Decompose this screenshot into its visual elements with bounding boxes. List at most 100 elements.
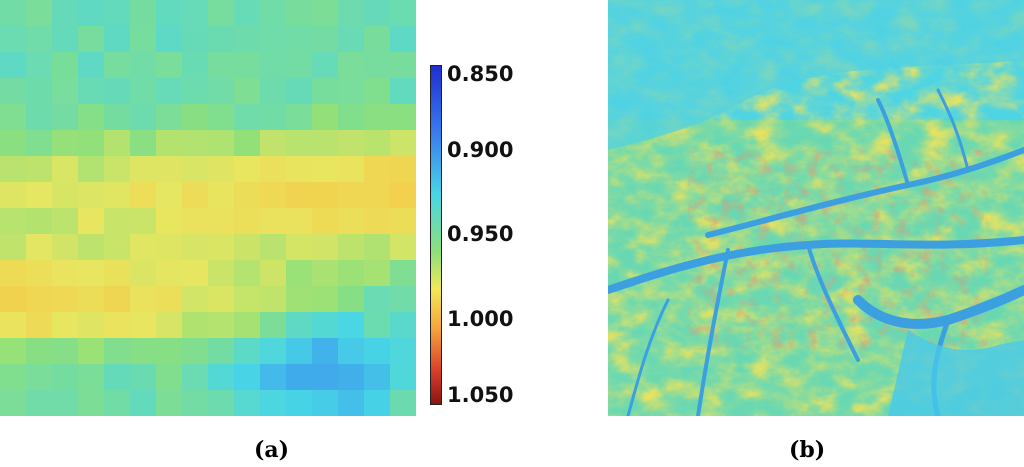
grid-cell <box>130 52 157 79</box>
grid-cell <box>52 234 79 261</box>
grid-cell <box>182 78 209 105</box>
grid-cell <box>156 208 183 235</box>
grid-cell <box>26 0 53 27</box>
grid-cell <box>390 390 416 416</box>
grid-cell <box>286 260 313 287</box>
grid-cell <box>286 0 313 27</box>
grid-cell <box>338 52 365 79</box>
grid-cell <box>26 312 53 339</box>
grid-cell <box>156 338 183 365</box>
grid-cell <box>390 286 416 313</box>
grid-cell <box>52 260 79 287</box>
grid-cell <box>26 26 53 53</box>
grid-cell <box>390 312 416 339</box>
grid-cell <box>286 338 313 365</box>
grid-cell <box>104 338 131 365</box>
grid-cell <box>312 364 339 391</box>
grid-cell <box>234 104 261 131</box>
grid-cell <box>234 0 261 27</box>
grid-cell <box>182 208 209 235</box>
grid-cell <box>260 312 287 339</box>
grid-cell <box>78 182 105 209</box>
grid-cell <box>104 26 131 53</box>
grid-cell <box>104 156 131 183</box>
grid-cell <box>130 286 157 313</box>
grid-cell <box>182 156 209 183</box>
grid-cell <box>182 104 209 131</box>
grid-cell <box>182 312 209 339</box>
grid-cell <box>312 182 339 209</box>
grid-cell <box>312 260 339 287</box>
grid-cell <box>390 182 416 209</box>
grid-cell <box>52 182 79 209</box>
grid-cell <box>286 390 313 416</box>
colorbar-tick-0: 0.850 <box>447 62 514 86</box>
grid-cell <box>130 0 157 27</box>
grid-cell <box>26 130 53 157</box>
grid-cell <box>156 390 183 416</box>
grid-cell <box>260 364 287 391</box>
grid-cell <box>286 182 313 209</box>
grid-cell <box>0 260 27 287</box>
grid-cell <box>0 312 27 339</box>
colorbar-tick-3: 1.000 <box>447 307 514 331</box>
grid-cell <box>0 364 27 391</box>
grid-cell <box>26 104 53 131</box>
grid-cell <box>156 364 183 391</box>
grid-cell <box>234 364 261 391</box>
grid-cell <box>182 286 209 313</box>
grid-cell <box>156 26 183 53</box>
detailed-terrain-panel <box>608 0 1024 416</box>
grid-cell <box>338 234 365 261</box>
grid-cell <box>52 0 79 27</box>
colorbar-tick-1: 0.900 <box>447 138 514 162</box>
grid-cell <box>78 364 105 391</box>
grid-cell <box>182 390 209 416</box>
grid-cell <box>182 338 209 365</box>
grid-cell <box>130 338 157 365</box>
grid-cell <box>208 182 235 209</box>
grid-cell <box>52 52 79 79</box>
grid-cell <box>104 182 131 209</box>
grid-cell <box>0 26 27 53</box>
grid-cell <box>78 78 105 105</box>
grid-cell <box>286 78 313 105</box>
grid-cell <box>78 390 105 416</box>
grid-cell <box>260 234 287 261</box>
grid-cell <box>130 130 157 157</box>
grid-cell <box>286 104 313 131</box>
grid-cell <box>260 52 287 79</box>
grid-cell <box>286 364 313 391</box>
grid-cell <box>0 130 27 157</box>
grid-cell <box>156 182 183 209</box>
grid-cell <box>130 260 157 287</box>
grid-cell <box>312 208 339 235</box>
grid-cell <box>26 234 53 261</box>
grid-cell <box>234 312 261 339</box>
grid-cell <box>234 338 261 365</box>
grid-cell <box>78 156 105 183</box>
grid-cell <box>364 104 391 131</box>
grid-cell <box>104 78 131 105</box>
grid-cell <box>104 52 131 79</box>
grid-cell <box>0 182 27 209</box>
grid-cell <box>312 286 339 313</box>
grid-cell <box>130 26 157 53</box>
grid-cell <box>234 390 261 416</box>
grid-cell <box>156 260 183 287</box>
grid-cell <box>156 52 183 79</box>
grid-cell <box>390 338 416 365</box>
grid-cell <box>390 156 416 183</box>
grid-cell <box>338 286 365 313</box>
grid-cell <box>78 312 105 339</box>
grid-cell <box>312 338 339 365</box>
grid-cell <box>52 286 79 313</box>
grid-cell <box>0 0 27 27</box>
grid-cell <box>260 182 287 209</box>
grid-cell <box>156 286 183 313</box>
grid-cell <box>78 234 105 261</box>
grid-cell <box>130 104 157 131</box>
grid-cell <box>260 26 287 53</box>
grid-cell <box>0 286 27 313</box>
grid-cell <box>338 312 365 339</box>
